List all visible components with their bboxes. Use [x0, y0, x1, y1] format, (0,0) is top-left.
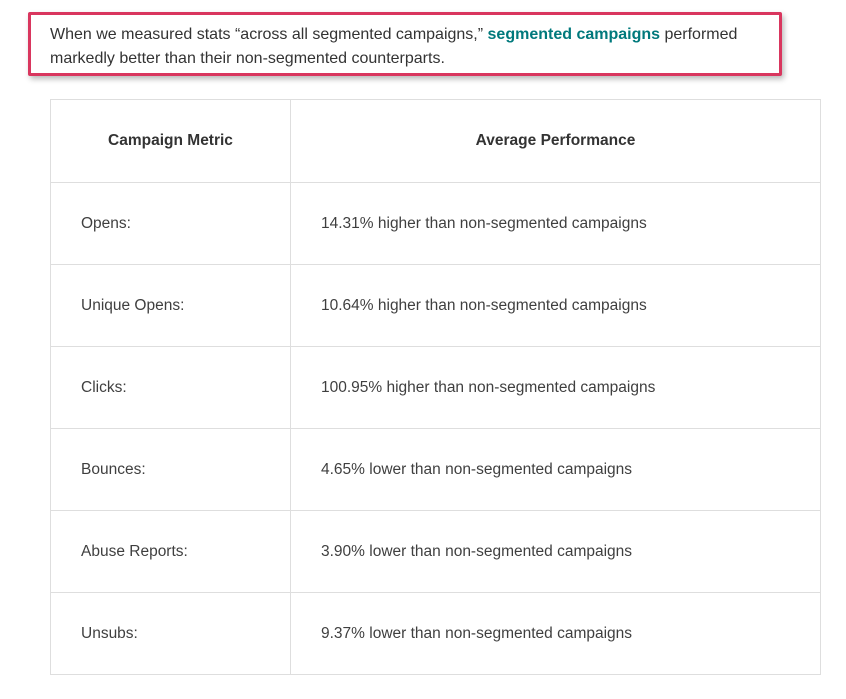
metric-cell: Unique Opens:: [50, 264, 291, 347]
table-row: Abuse Reports: 3.90% lower than non-segm…: [50, 510, 821, 593]
highlight-callout: When we measured stats “across all segme…: [28, 12, 782, 76]
table-header-row: Campaign Metric Average Performance: [50, 99, 821, 183]
campaign-metrics-table: Campaign Metric Average Performance Open…: [50, 99, 821, 675]
performance-cell: 10.64% higher than non-segmented campaig…: [290, 264, 821, 347]
table-row: Unsubs: 9.37% lower than non-segmented c…: [50, 592, 821, 675]
header-average-performance: Average Performance: [290, 99, 821, 183]
performance-cell: 4.65% lower than non-segmented campaigns: [290, 428, 821, 511]
table-row: Bounces: 4.65% lower than non-segmented …: [50, 428, 821, 511]
metric-cell: Bounces:: [50, 428, 291, 511]
metric-cell: Clicks:: [50, 346, 291, 429]
performance-cell: 14.31% higher than non-segmented campaig…: [290, 182, 821, 265]
intro-text-after: performed markedly better than their non…: [50, 26, 738, 67]
intro-paragraph: When we measured stats “across all segme…: [50, 23, 770, 71]
table-row: Clicks: 100.95% higher than non-segmente…: [50, 346, 821, 429]
performance-cell: 3.90% lower than non-segmented campaigns: [290, 510, 821, 593]
metric-cell: Unsubs:: [50, 592, 291, 675]
segmented-campaigns-link[interactable]: segmented campaigns: [487, 26, 661, 43]
table-row: Opens: 14.31% higher than non-segmented …: [50, 182, 821, 265]
header-campaign-metric: Campaign Metric: [50, 99, 291, 183]
table-row: Unique Opens: 10.64% higher than non-seg…: [50, 264, 821, 347]
metric-cell: Abuse Reports:: [50, 510, 291, 593]
intro-text-before: When we measured stats “across all segme…: [50, 26, 488, 43]
metric-cell: Opens:: [50, 182, 291, 265]
performance-cell: 100.95% higher than non-segmented campai…: [290, 346, 821, 429]
performance-cell: 9.37% lower than non-segmented campaigns: [290, 592, 821, 675]
